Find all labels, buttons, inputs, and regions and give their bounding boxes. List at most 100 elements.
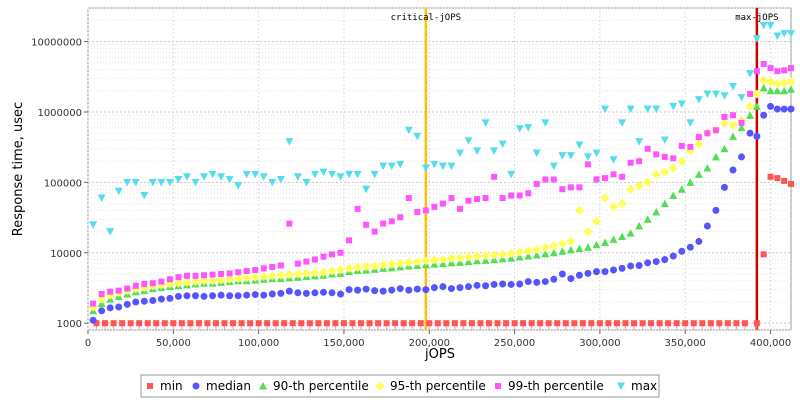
data-point <box>380 220 387 227</box>
data-point <box>610 266 618 274</box>
data-point <box>532 149 541 158</box>
data-point <box>320 253 327 260</box>
data-point <box>106 304 114 312</box>
data-point <box>766 21 775 30</box>
data-point <box>532 250 541 259</box>
data-point <box>132 298 140 306</box>
data-point <box>166 294 174 302</box>
data-point <box>464 252 474 262</box>
data-point <box>286 220 293 227</box>
data-point <box>760 61 767 68</box>
data-point <box>557 239 567 249</box>
data-point <box>226 270 233 277</box>
x-tick-label: 0 <box>85 338 91 349</box>
data-point <box>430 160 439 169</box>
data-point <box>528 320 535 327</box>
data-point <box>720 144 729 153</box>
data-point <box>759 21 768 30</box>
data-point <box>157 295 165 303</box>
data-point <box>507 280 515 288</box>
data-point <box>106 228 115 236</box>
data-point <box>729 166 737 174</box>
data-point <box>264 320 271 327</box>
data-point <box>753 68 760 75</box>
data-point <box>310 170 319 179</box>
data-point <box>375 320 382 327</box>
data-point <box>259 173 268 181</box>
data-point <box>174 292 182 300</box>
data-point <box>788 180 794 187</box>
data-point <box>182 173 191 181</box>
data-point <box>652 207 661 216</box>
data-point <box>643 215 652 223</box>
data-point <box>328 170 337 179</box>
data-point <box>525 190 532 197</box>
legend-label: min <box>160 379 183 393</box>
data-point <box>686 178 695 186</box>
data-point <box>438 162 447 171</box>
data-point <box>498 249 508 259</box>
data-point <box>677 100 686 108</box>
data-point <box>661 256 669 264</box>
data-point <box>123 300 131 308</box>
data-point <box>243 291 251 299</box>
data-point <box>605 320 612 327</box>
data-point <box>294 260 301 267</box>
data-point <box>345 170 354 179</box>
data-point <box>396 285 404 293</box>
data-point <box>781 177 788 184</box>
data-point <box>208 276 218 286</box>
data-point <box>600 193 610 203</box>
data-point <box>669 252 677 260</box>
data-point <box>660 167 670 177</box>
data-point <box>541 119 550 127</box>
data-point <box>250 272 260 282</box>
data-point <box>481 119 490 127</box>
data-point <box>370 261 380 271</box>
data-point <box>379 162 388 171</box>
data-point <box>455 253 465 263</box>
data-point <box>588 320 595 327</box>
data-point <box>609 235 618 243</box>
data-point <box>98 290 105 297</box>
data-point <box>353 262 363 272</box>
data-point <box>434 320 441 327</box>
data-point <box>507 170 516 179</box>
data-point <box>545 320 552 327</box>
data-point <box>644 259 652 267</box>
data-point <box>579 320 586 327</box>
data-point <box>627 159 634 166</box>
data-point <box>511 320 518 327</box>
data-point <box>148 178 157 187</box>
data-point <box>643 177 653 187</box>
data-point <box>349 320 356 327</box>
data-point <box>149 280 156 287</box>
data-point <box>584 269 592 277</box>
data-point <box>235 269 242 276</box>
data-point <box>204 320 211 327</box>
data-point <box>115 287 122 294</box>
data-point <box>549 162 558 171</box>
data-point <box>323 320 330 327</box>
data-point <box>541 278 549 286</box>
data-point <box>363 221 370 228</box>
data-point <box>515 247 525 257</box>
data-point <box>651 169 661 179</box>
data-point <box>285 287 293 295</box>
data-point <box>627 262 635 270</box>
data-point <box>609 202 619 212</box>
data-point <box>537 320 544 327</box>
data-point <box>340 320 347 327</box>
data-point <box>371 287 379 295</box>
data-point <box>276 175 285 184</box>
data-point <box>443 320 450 327</box>
legend-label: 99-th percentile <box>508 379 604 393</box>
data-point <box>260 265 267 272</box>
data-point <box>728 120 738 130</box>
data-point <box>183 272 190 279</box>
data-point <box>695 134 702 141</box>
data-point <box>178 320 185 327</box>
data-point <box>221 320 228 327</box>
data-point <box>209 292 217 300</box>
data-point <box>593 176 600 183</box>
